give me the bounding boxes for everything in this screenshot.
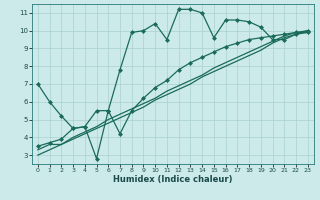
X-axis label: Humidex (Indice chaleur): Humidex (Indice chaleur) bbox=[113, 175, 233, 184]
